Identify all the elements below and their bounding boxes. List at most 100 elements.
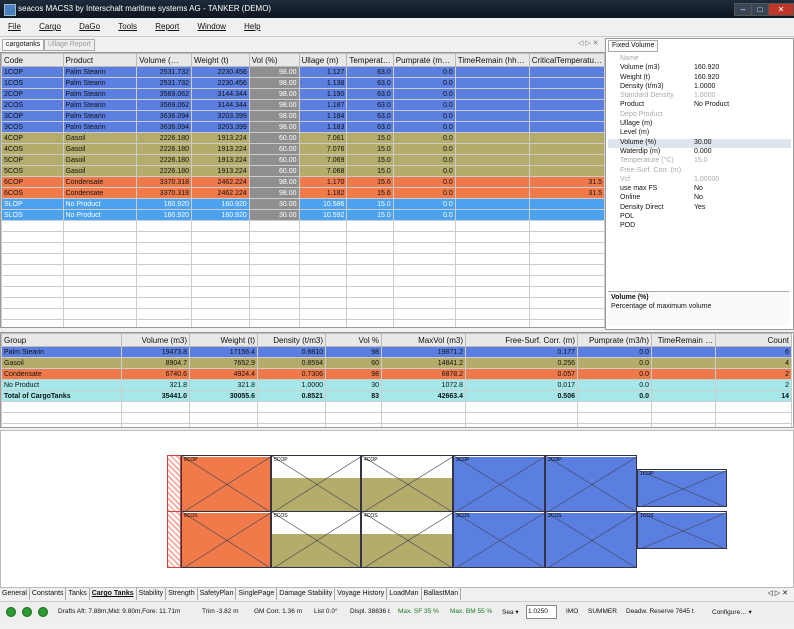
table-cell[interactable]: 98.00 xyxy=(248,176,300,188)
table-cell[interactable]: 7.076 xyxy=(298,143,348,155)
tank-3cop[interactable]: 3COP xyxy=(453,455,545,512)
table-row[interactable]: 1COS Palm Stearin 2531.732 2230.456 98.00 1.1… xyxy=(1,77,605,89)
table-cell[interactable] xyxy=(528,66,605,78)
property-value[interactable]: 1.0000 xyxy=(694,82,716,90)
column-header[interactable]: Product xyxy=(62,53,138,67)
tab-ullage-report[interactable]: Ullage Report xyxy=(44,39,95,51)
table-cell[interactable]: 0.0 xyxy=(392,143,456,155)
group-cell[interactable]: 0.057 xyxy=(465,368,578,380)
table-cell[interactable]: SLOS xyxy=(1,209,64,221)
table-cell[interactable]: 31.5 xyxy=(528,176,605,188)
table-cell[interactable] xyxy=(528,209,605,221)
table-cell[interactable]: 10.592 xyxy=(298,209,348,221)
property-value[interactable]: No xyxy=(694,194,703,202)
group-cell[interactable]: 321.8 xyxy=(121,379,190,391)
group-cell[interactable]: 14 xyxy=(715,390,792,402)
group-cell[interactable]: 321.8 xyxy=(189,379,258,391)
table-cell[interactable]: Palm Stearin xyxy=(62,88,138,100)
group-cell[interactable]: Palm Stearin xyxy=(1,346,122,358)
group-cell[interactable]: 1.0000 xyxy=(257,379,326,391)
property-row[interactable]: Standard Density 1.0000 xyxy=(608,92,791,101)
table-cell[interactable]: 63.0 xyxy=(346,110,394,122)
group-cell[interactable]: 8904.7 xyxy=(121,357,190,369)
table-cell[interactable] xyxy=(454,88,530,100)
table-row[interactable]: 2COS Palm Stearin 3569.062 3144.344 98.00 1.1… xyxy=(1,99,605,111)
table-cell[interactable]: 0.0 xyxy=(392,165,456,177)
group-cell[interactable] xyxy=(651,390,716,402)
table-cell[interactable] xyxy=(528,143,605,155)
menu-dago[interactable]: DaGo xyxy=(79,22,101,31)
table-cell[interactable]: 1.184 xyxy=(298,110,348,122)
table-cell[interactable]: 2230.456 xyxy=(191,66,250,78)
table-cell[interactable]: 98.00 xyxy=(248,187,300,199)
group-column-header[interactable]: Vol % xyxy=(325,333,382,347)
table-cell[interactable]: 60.00 xyxy=(248,132,300,144)
table-row[interactable]: 1COP Palm Stearin 2531.732 2230.456 98.00 1.1… xyxy=(1,66,605,78)
column-header[interactable]: Temperat… xyxy=(346,53,394,67)
table-row[interactable]: 3COS Palm Stearin 3636.094 3203.399 98.00 1.1… xyxy=(1,121,605,133)
table-cell[interactable]: 98.00 xyxy=(248,66,300,78)
table-cell[interactable]: Condensate xyxy=(62,187,138,199)
table-cell[interactable]: 15.0 xyxy=(346,198,394,210)
group-cell[interactable]: Condensate xyxy=(1,368,122,380)
table-cell[interactable] xyxy=(454,154,530,166)
table-cell[interactable]: 1913.224 xyxy=(191,143,250,155)
table-cell[interactable]: 63.0 xyxy=(346,66,394,78)
group-cell[interactable]: 14841.2 xyxy=(381,357,466,369)
bottom-tab-singlepage[interactable]: SinglePage xyxy=(236,588,278,600)
table-cell[interactable]: 0.0 xyxy=(392,132,456,144)
group-row[interactable]: Palm Stearin 19473.8 17156.4 0.8810 98 19871.… xyxy=(1,346,792,358)
property-value[interactable]: No xyxy=(694,185,703,193)
group-cell[interactable]: 6878.2 xyxy=(381,368,466,380)
bottom-tab-controls[interactable]: ◁ ▷ ✕ xyxy=(767,590,788,597)
group-row[interactable]: No Product 321.8 321.8 1.0000 30 1072.8 0.017 0… xyxy=(1,379,792,391)
table-cell[interactable] xyxy=(454,187,530,199)
table-cell[interactable]: 160.920 xyxy=(136,209,192,221)
table-row[interactable]: SLOS No Product 160.920 160.920 30.00 10.592 1… xyxy=(1,209,605,221)
table-cell[interactable]: 160.920 xyxy=(136,198,192,210)
property-value[interactable]: 160.920 xyxy=(694,64,720,72)
bottom-tab-damage-stability[interactable]: Damage Stability xyxy=(277,588,336,600)
bottom-tab-loadman[interactable]: LoadMan xyxy=(387,588,422,600)
table-cell[interactable]: Gasoil xyxy=(62,154,138,166)
table-row[interactable]: 6COS Condensate 3370.318 2462.224 98.00 1.182… xyxy=(1,187,605,199)
property-row[interactable]: Level (m) xyxy=(608,129,791,138)
table-cell[interactable]: 160.920 xyxy=(191,198,250,210)
table-cell[interactable]: 5COP xyxy=(1,154,64,166)
property-row[interactable]: Density Direct Yes xyxy=(608,204,791,213)
table-cell[interactable]: 3569.062 xyxy=(136,88,192,100)
table-cell[interactable]: 5COS xyxy=(1,165,64,177)
table-row[interactable]: 6COP Condensate 3370.318 2462.224 98.00 1.170… xyxy=(1,176,605,188)
table-cell[interactable]: 1.190 xyxy=(298,88,348,100)
table-cell[interactable]: 0.0 xyxy=(392,209,456,221)
table-cell[interactable]: 63.0 xyxy=(346,99,394,111)
table-cell[interactable]: 2230.456 xyxy=(191,77,250,89)
table-cell[interactable]: 10.586 xyxy=(298,198,348,210)
table-cell[interactable]: 6COP xyxy=(1,176,64,188)
table-cell[interactable] xyxy=(454,143,530,155)
property-row[interactable]: Online No xyxy=(608,194,791,203)
table-cell[interactable]: No Product xyxy=(62,209,138,221)
bottom-tab-voyage-history[interactable]: Voyage History xyxy=(335,588,388,600)
property-row[interactable]: Vcf 1.00000 xyxy=(608,176,791,185)
property-row[interactable]: Name xyxy=(608,55,791,64)
table-cell[interactable] xyxy=(454,165,530,177)
tank-2cop[interactable]: 2COP xyxy=(545,455,637,512)
property-row[interactable]: Free-Surf. Corr. (m) xyxy=(608,167,791,176)
table-cell[interactable] xyxy=(454,209,530,221)
minimize-button[interactable]: – xyxy=(734,3,752,16)
table-cell[interactable]: 3COS xyxy=(1,121,64,133)
table-cell[interactable] xyxy=(528,88,605,100)
tank-6cop[interactable]: 6COP xyxy=(181,455,271,512)
group-cell[interactable]: 0.8810 xyxy=(257,346,326,358)
property-value[interactable]: 160.920 xyxy=(694,73,720,81)
group-cell[interactable]: 0.0 xyxy=(577,368,652,380)
property-value[interactable]: 0.000 xyxy=(694,147,712,155)
group-column-header[interactable]: Volume (m3) xyxy=(121,333,190,347)
table-cell[interactable]: 7.069 xyxy=(298,154,348,166)
close-button[interactable]: ✕ xyxy=(768,3,794,16)
tab-cargotanks[interactable]: cargotanks xyxy=(2,39,45,51)
bottom-tab-ballastman[interactable]: BallastMan xyxy=(422,588,462,600)
group-cell[interactable]: 0.7306 xyxy=(257,368,326,380)
group-cell[interactable]: Total of CargoTanks xyxy=(1,390,122,402)
